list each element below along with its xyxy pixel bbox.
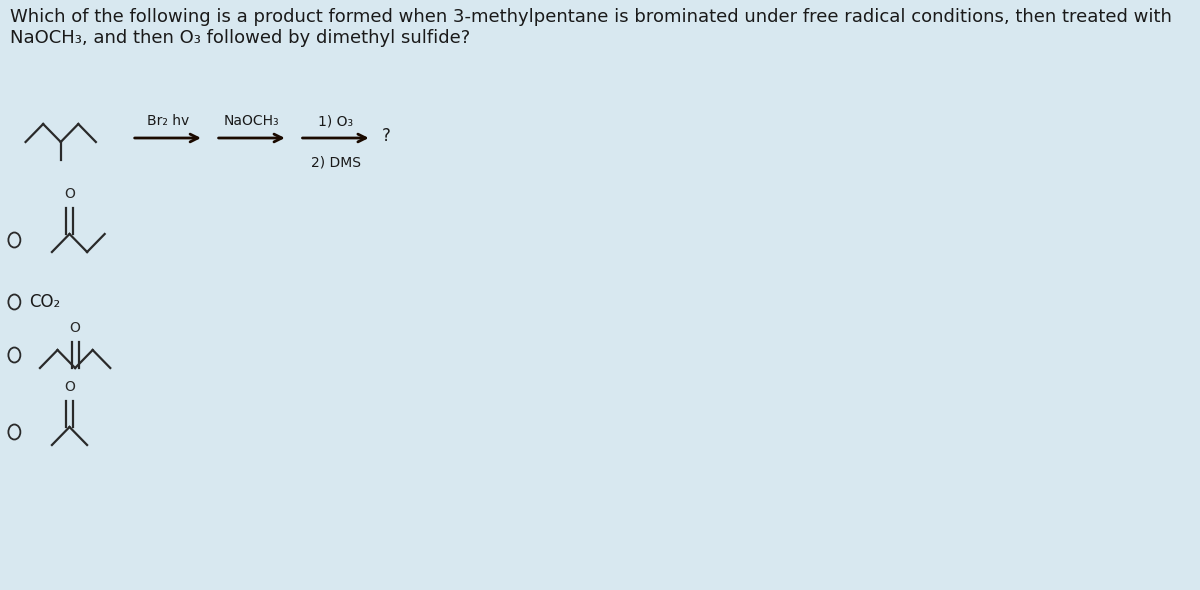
Text: CO₂: CO₂ bbox=[29, 293, 60, 311]
Text: Which of the following is a product formed when 3-methylpentane is brominated un: Which of the following is a product form… bbox=[10, 8, 1171, 47]
Text: O: O bbox=[70, 321, 80, 335]
Text: 2) DMS: 2) DMS bbox=[311, 156, 360, 170]
Text: NaOCH₃: NaOCH₃ bbox=[224, 114, 280, 128]
Text: ?: ? bbox=[382, 127, 391, 145]
Text: 1) O₃: 1) O₃ bbox=[318, 114, 353, 128]
Text: O: O bbox=[64, 380, 74, 394]
Text: Br₂ hv: Br₂ hv bbox=[146, 114, 188, 128]
Text: O: O bbox=[64, 187, 74, 201]
